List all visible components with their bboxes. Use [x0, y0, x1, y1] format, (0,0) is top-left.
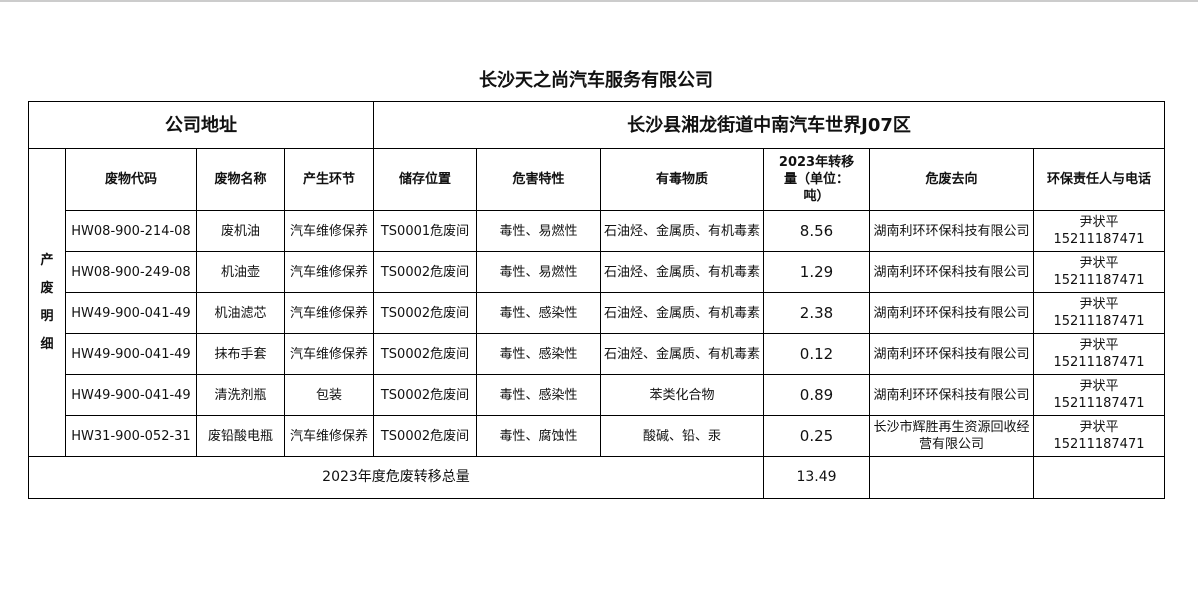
- cell-hazard: 毒性、感染性: [476, 333, 601, 375]
- header-name: 废物名称: [196, 148, 285, 211]
- cell-storage: TS0002危废间: [373, 333, 477, 375]
- cell-waste-code: HW49-900-041-49: [65, 333, 197, 375]
- cell-hazard: 毒性、感染性: [476, 292, 601, 334]
- cell-amount: 0.12: [763, 333, 870, 375]
- header-dest: 危废去向: [869, 148, 1034, 211]
- address-label: 公司地址: [28, 101, 374, 149]
- total-empty-1: [869, 456, 1034, 499]
- address-value: 长沙县湘龙街道中南汽车世界J07区: [373, 101, 1165, 149]
- cell-waste-name: 废铅酸电瓶: [196, 415, 285, 457]
- contact-person: 尹状平: [1079, 215, 1119, 230]
- cell-contact: 尹状平 15211187471: [1033, 374, 1165, 416]
- cell-stage: 汽车维修保养: [284, 415, 374, 457]
- header-amount: 2023年转移量（单位：吨）: [763, 148, 870, 211]
- contact-phone: 15211187471: [1053, 273, 1145, 288]
- cell-toxic: 石油烃、金属质、有机毒素: [600, 251, 764, 293]
- cell-toxic: 石油烃、金属质、有机毒素: [600, 333, 764, 375]
- contact-phone: 15211187471: [1053, 232, 1145, 247]
- cell-hazard: 毒性、易燃性: [476, 251, 601, 293]
- cell-stage: 汽车维修保养: [284, 292, 374, 334]
- total-label: 2023年度危废转移总量: [28, 456, 764, 499]
- cell-contact: 尹状平 15211187471: [1033, 333, 1165, 375]
- cell-stage: 汽车维修保养: [284, 251, 374, 293]
- cell-toxic: 苯类化合物: [600, 374, 764, 416]
- contact-person: 尹状平: [1079, 338, 1119, 353]
- waste-table: 公司地址 长沙县湘龙街道中南汽车世界J07区 产废明细 废物代码 废物名称 产生…: [28, 101, 1165, 499]
- cell-storage: TS0002危废间: [373, 251, 477, 293]
- cell-destination: 湖南利环环保科技有限公司: [869, 210, 1034, 252]
- cell-destination: 湖南利环环保科技有限公司: [869, 251, 1034, 293]
- cell-contact: 尹状平 15211187471: [1033, 415, 1165, 457]
- cell-storage: TS0002危废间: [373, 292, 477, 334]
- table-row: HW49-900-041-49 清洗剂瓶 包装 TS0002危废间 毒性、感染性 苯类化合…: [29, 374, 1165, 416]
- table-row: HW49-900-041-49 机油滤芯 汽车维修保养 TS0002危废间 毒性、感染性…: [29, 292, 1165, 334]
- cell-amount: 2.38: [763, 292, 870, 334]
- table-row: HW31-900-052-31 废铅酸电瓶 汽车维修保养 TS0002危废间 毒性、腐蚀…: [29, 415, 1165, 457]
- contact-phone: 15211187471: [1053, 396, 1145, 411]
- table-row: HW08-900-249-08 机油壶 汽车维修保养 TS0002危废间 毒性、易燃性石…: [29, 251, 1165, 293]
- cell-storage: TS0001危废间: [373, 210, 477, 252]
- cell-hazard: 毒性、感染性: [476, 374, 601, 416]
- header-hazard: 危害特性: [476, 148, 601, 211]
- header-code: 废物代码: [65, 148, 197, 211]
- header-storage: 储存位置: [373, 148, 477, 211]
- table-row: HW49-900-041-49 抹布手套 汽车维修保养 TS0002危废间 毒性、感染性…: [29, 333, 1165, 375]
- cell-waste-name: 机油滤芯: [196, 292, 285, 334]
- cell-contact: 尹状平 15211187471: [1033, 210, 1165, 252]
- cell-amount: 8.56: [763, 210, 870, 252]
- cell-storage: TS0002危废间: [373, 415, 477, 457]
- cell-amount: 0.89: [763, 374, 870, 416]
- cell-stage: 包装: [284, 374, 374, 416]
- contact-person: 尹状平: [1079, 297, 1119, 312]
- total-empty-2: [1033, 456, 1165, 499]
- header-person: 环保责任人与电话: [1033, 148, 1165, 211]
- cell-waste-code: HW49-900-041-49: [65, 292, 197, 334]
- page-title: 长沙天之尚汽车服务有限公司: [479, 70, 713, 91]
- header-toxic: 有毒物质: [600, 148, 764, 211]
- cell-toxic: 石油烃、金属质、有机毒素: [600, 292, 764, 334]
- side-label: 产废明细: [28, 148, 66, 457]
- cell-destination: 湖南利环环保科技有限公司: [869, 292, 1034, 334]
- top-border: [0, 0, 1198, 2]
- contact-phone: 15211187471: [1053, 437, 1145, 452]
- cell-destination: 湖南利环环保科技有限公司: [869, 333, 1034, 375]
- cell-waste-name: 废机油: [196, 210, 285, 252]
- table-row: HW08-900-214-08 废机油 汽车维修保养 TS0001危废间 毒性、易燃性石…: [29, 210, 1165, 252]
- contact-person: 尹状平: [1079, 379, 1119, 394]
- cell-toxic: 石油烃、金属质、有机毒素: [600, 210, 764, 252]
- cell-contact: 尹状平 15211187471: [1033, 292, 1165, 334]
- cell-destination: 长沙市辉胜再生资源回收经营有限公司: [869, 415, 1034, 457]
- cell-contact: 尹状平 15211187471: [1033, 251, 1165, 293]
- cell-hazard: 毒性、易燃性: [476, 210, 601, 252]
- side-label-text: 产废明细: [40, 252, 54, 352]
- cell-waste-code: HW31-900-052-31: [65, 415, 197, 457]
- cell-waste-code: HW08-900-214-08: [65, 210, 197, 252]
- total-value: 13.49: [763, 456, 870, 499]
- cell-waste-name: 清洗剂瓶: [196, 374, 285, 416]
- cell-destination: 湖南利环环保科技有限公司: [869, 374, 1034, 416]
- cell-stage: 汽车维修保养: [284, 333, 374, 375]
- cell-storage: TS0002危废间: [373, 374, 477, 416]
- contact-person: 尹状平: [1079, 256, 1119, 271]
- header-stage: 产生环节: [284, 148, 374, 211]
- cell-amount: 0.25: [763, 415, 870, 457]
- contact-person: 尹状平: [1079, 420, 1119, 435]
- contact-phone: 15211187471: [1053, 314, 1145, 329]
- cell-toxic: 酸碱、铅、汞: [600, 415, 764, 457]
- cell-amount: 1.29: [763, 251, 870, 293]
- header-row: 产废明细 废物代码 废物名称 产生环节 储存位置 危害特性 有毒物质 2023年…: [28, 148, 1165, 457]
- cell-stage: 汽车维修保养: [284, 210, 374, 252]
- cell-hazard: 毒性、腐蚀性: [476, 415, 601, 457]
- cell-waste-code: HW08-900-249-08: [65, 251, 197, 293]
- cell-waste-name: 机油壶: [196, 251, 285, 293]
- contact-phone: 15211187471: [1053, 355, 1145, 370]
- total-row: 2023年度危废转移总量 13.49: [28, 456, 1165, 499]
- address-row: 公司地址 长沙县湘龙街道中南汽车世界J07区: [28, 101, 1165, 149]
- cell-waste-name: 抹布手套: [196, 333, 285, 375]
- cell-waste-code: HW49-900-041-49: [65, 374, 197, 416]
